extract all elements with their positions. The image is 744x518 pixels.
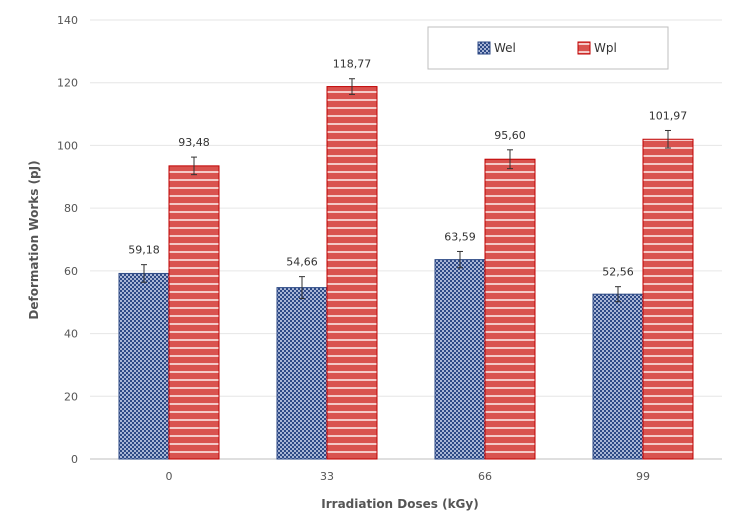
x-tick-label: 66 bbox=[478, 470, 492, 483]
bars: 59,18 93,48 54,66 118,77 63,59 95,60 52,56 101,… bbox=[118, 58, 694, 460]
data-label: 54,66 bbox=[286, 256, 318, 269]
y-tick-label: 60 bbox=[64, 265, 78, 278]
legend-label-wpl: Wpl bbox=[594, 41, 617, 55]
legend-label-wel: Wel bbox=[494, 41, 516, 55]
y-tick-label: 100 bbox=[57, 139, 78, 152]
data-label: 118,77 bbox=[333, 58, 372, 71]
y-tick-label: 0 bbox=[71, 453, 78, 466]
y-axis-ticks: 0 20 40 60 80 100 120 140 bbox=[57, 14, 78, 466]
x-tick-label: 99 bbox=[636, 470, 650, 483]
x-tick-label: 33 bbox=[320, 470, 334, 483]
data-label: 101,97 bbox=[649, 109, 688, 122]
data-label: 95,60 bbox=[494, 129, 526, 142]
y-tick-label: 80 bbox=[64, 202, 78, 215]
x-axis-title: Irradiation Doses (kGy) bbox=[321, 497, 478, 511]
y-tick-label: 120 bbox=[57, 77, 78, 90]
bar-wpl bbox=[168, 165, 220, 460]
y-tick-label: 40 bbox=[64, 328, 78, 341]
bar-wpl bbox=[642, 138, 694, 460]
legend-box bbox=[427, 26, 669, 70]
data-label: 93,48 bbox=[178, 136, 210, 149]
data-label: 52,56 bbox=[602, 266, 634, 279]
y-tick-label: 140 bbox=[57, 14, 78, 27]
legend-swatch-wpl bbox=[577, 41, 591, 55]
bar-wpl bbox=[484, 158, 536, 460]
legend-swatch-wel bbox=[477, 41, 491, 55]
y-axis-title: Deformation Works (pJ) bbox=[27, 160, 41, 319]
data-label: 59,18 bbox=[128, 244, 160, 257]
data-label: 63,59 bbox=[444, 230, 476, 243]
bar-wpl bbox=[326, 86, 378, 460]
bar-wel bbox=[118, 272, 170, 460]
x-tick-label: 0 bbox=[166, 470, 173, 483]
bar-wel bbox=[592, 293, 644, 460]
y-tick-label: 20 bbox=[64, 390, 78, 403]
x-axis-ticks: 0 33 66 99 bbox=[166, 470, 651, 483]
legend: Wel Wpl bbox=[427, 26, 669, 70]
bar-wel bbox=[434, 259, 486, 460]
bar-wel bbox=[276, 287, 328, 460]
